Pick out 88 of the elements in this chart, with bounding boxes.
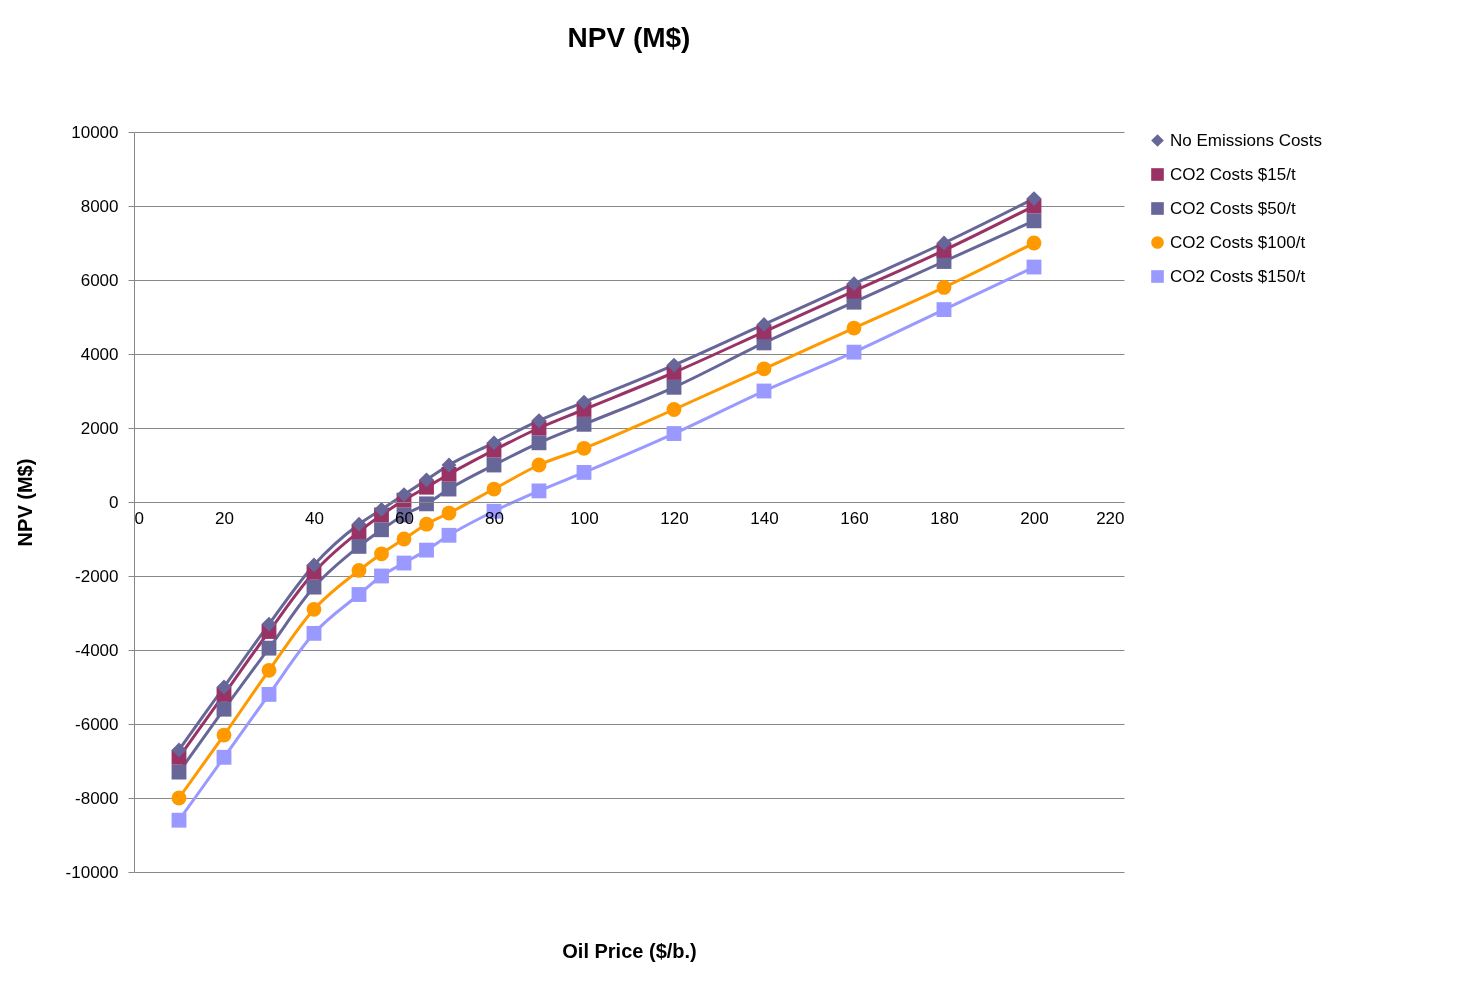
point xyxy=(306,601,322,617)
point xyxy=(171,812,187,828)
point xyxy=(1026,213,1042,229)
point xyxy=(441,527,457,543)
point xyxy=(216,679,232,695)
point xyxy=(936,280,952,295)
point xyxy=(374,568,389,584)
x-tick-label: 220 xyxy=(1096,508,1125,528)
point xyxy=(576,416,592,432)
point xyxy=(419,472,434,488)
point xyxy=(351,563,367,578)
point xyxy=(171,764,187,780)
point xyxy=(531,457,547,473)
point xyxy=(261,686,277,702)
x-tick-label: 100 xyxy=(570,508,599,528)
point xyxy=(419,542,434,558)
point xyxy=(306,579,322,595)
point xyxy=(666,357,682,373)
y-tick-label: -4000 xyxy=(75,640,119,660)
x-tick-label: 180 xyxy=(930,508,959,528)
x-tick-label: 20 xyxy=(215,508,234,528)
point xyxy=(486,481,502,497)
y-tick-label: 0 xyxy=(109,492,119,512)
y-tick-label: 2000 xyxy=(80,418,119,438)
point xyxy=(576,464,592,480)
point xyxy=(171,790,187,806)
x-tick-label: 120 xyxy=(660,508,689,528)
y-tick-label: -6000 xyxy=(75,714,119,734)
point xyxy=(936,302,952,318)
y-tick-label: 8000 xyxy=(80,196,119,216)
point xyxy=(374,501,389,517)
point xyxy=(936,235,952,251)
legend-label: CO2 Costs $15/t xyxy=(1170,164,1296,184)
point xyxy=(374,546,389,562)
point xyxy=(306,625,322,641)
x-tick-label: 0 xyxy=(134,508,144,528)
x-axis-title: Oil Price ($/b.) xyxy=(562,939,697,962)
point xyxy=(441,505,457,521)
point xyxy=(576,394,592,410)
legend-label: CO2 Costs $150/t xyxy=(1170,266,1306,286)
point xyxy=(216,701,232,717)
point xyxy=(846,344,862,360)
y-tick-label: 4000 xyxy=(80,344,119,364)
point xyxy=(374,522,389,538)
point xyxy=(261,662,277,678)
legend-label: No Emissions Costs xyxy=(1170,130,1323,150)
point xyxy=(419,496,434,512)
x-tick-label: 80 xyxy=(485,508,504,528)
y-tick-label: 6000 xyxy=(80,270,119,290)
x-tick-label: 200 xyxy=(1020,508,1049,528)
point xyxy=(419,516,434,532)
chart-title: NPV (M$) xyxy=(567,22,691,53)
point xyxy=(756,316,772,332)
point xyxy=(306,557,322,573)
point xyxy=(351,516,367,532)
legend-label: CO2 Costs $100/t xyxy=(1170,232,1306,252)
point xyxy=(666,379,682,395)
x-tick-label: 140 xyxy=(750,508,779,528)
y-tick-label: 10000 xyxy=(71,122,119,142)
point xyxy=(396,487,412,503)
y-tick-label: -8000 xyxy=(75,788,119,808)
point xyxy=(351,538,367,554)
legend-label: CO2 Costs $50/t xyxy=(1170,198,1296,218)
point xyxy=(666,426,682,441)
x-tick-label: 160 xyxy=(840,508,869,528)
point xyxy=(486,435,502,451)
point xyxy=(261,640,277,656)
point xyxy=(576,440,592,456)
point xyxy=(531,413,547,429)
y-tick-label: -10000 xyxy=(65,862,119,882)
point xyxy=(666,402,682,417)
point xyxy=(846,276,862,292)
point xyxy=(531,483,547,499)
point xyxy=(261,616,277,632)
y-tick-label: -2000 xyxy=(75,566,119,586)
point xyxy=(531,435,547,451)
point xyxy=(396,531,412,547)
point xyxy=(441,457,457,473)
y-axis-title: NPV (M$) xyxy=(13,458,36,547)
point xyxy=(1026,191,1042,207)
point xyxy=(846,320,862,336)
point xyxy=(756,361,772,377)
point xyxy=(216,749,232,765)
point xyxy=(171,742,187,758)
point xyxy=(216,727,232,743)
x-tick-label: 40 xyxy=(305,508,324,528)
point xyxy=(351,587,367,602)
point xyxy=(1026,235,1042,251)
